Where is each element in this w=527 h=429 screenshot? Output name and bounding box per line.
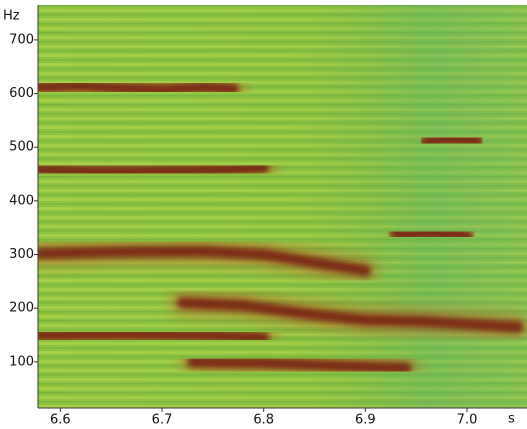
y-tick-label: 400 (9, 193, 34, 208)
harmonic-band (187, 356, 412, 374)
x-unit-label: s (508, 412, 515, 427)
harmonic-band (38, 245, 371, 277)
y-tick-label: 200 (9, 301, 34, 316)
harmonic-band (390, 227, 473, 242)
y-tick-label: 700 (9, 32, 34, 47)
plot-area (38, 5, 527, 408)
harmonic-band (38, 79, 239, 96)
x-tick-label: 6.7 (152, 413, 173, 428)
x-tick-label: 6.8 (253, 413, 274, 428)
harmonic-band (38, 162, 270, 177)
y-tick-label: 600 (9, 86, 34, 101)
harmonic-band (38, 328, 270, 344)
x-tick-label: 6.6 (50, 413, 71, 428)
y-tick-label: 100 (9, 354, 34, 369)
y-tick-label: 300 (9, 247, 34, 262)
harmonic-band (176, 297, 524, 333)
noise-region (38, 5, 527, 408)
y-unit-label: Hz (3, 9, 20, 24)
harmonic-band (420, 133, 483, 148)
x-tick-label: 6.9 (355, 413, 376, 428)
y-tick-label: 500 (9, 140, 34, 155)
x-tick-label: 7.0 (457, 413, 478, 428)
